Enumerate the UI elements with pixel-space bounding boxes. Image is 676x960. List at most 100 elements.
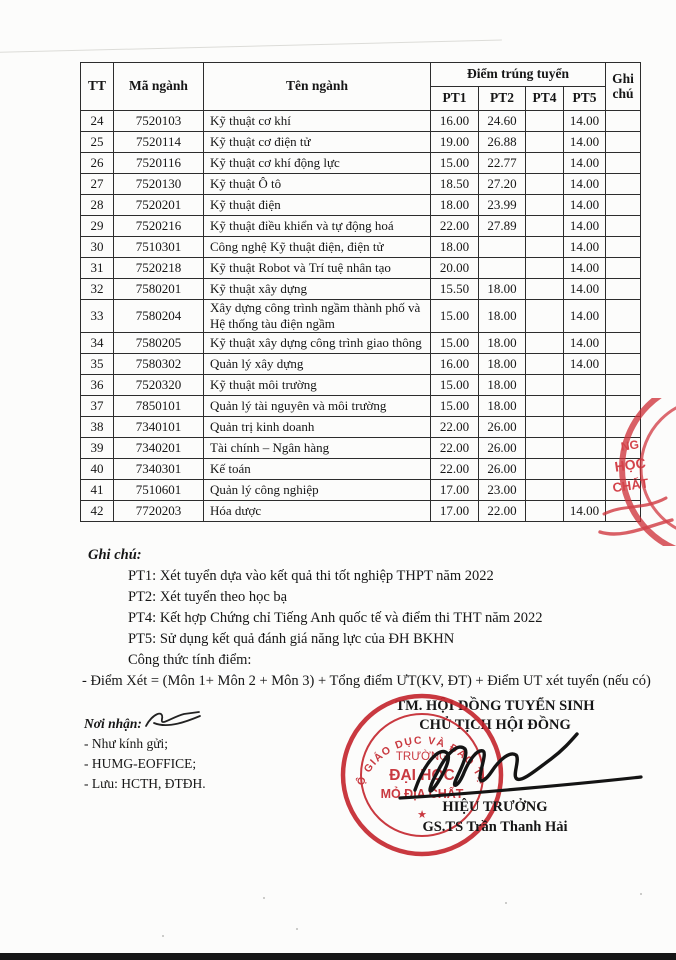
cell-major-name: Kỹ thuật xây dựng công trình giao thông (203, 331, 431, 354)
cell-tt: 36 (80, 373, 114, 396)
cell-note (605, 236, 641, 258)
header-pt5: PT5 (563, 86, 606, 111)
cell-note (605, 373, 641, 396)
cell-pt2: 26.00 (478, 457, 526, 480)
cell-tt: 34 (80, 331, 114, 354)
cell-major-code: 7520114 (113, 131, 204, 153)
scan-noise-dot (640, 893, 642, 895)
cell-pt5 (563, 373, 606, 396)
table-row: 42 7720203 Hóa dược 17.00 22.00 14.00 (80, 499, 641, 522)
cell-major-name: Kỹ thuật Ô tô (203, 173, 431, 195)
cell-pt1: 22.00 (430, 436, 479, 459)
edge-seal-fragment: HỌC (614, 455, 647, 475)
cell-note (605, 257, 641, 279)
cell-major-code: 7580204 (113, 299, 204, 333)
cell-major-name: Kỹ thuật Robot và Trí tuệ nhân tạo (203, 257, 431, 279)
stamp-star-icon: ★ (417, 809, 427, 821)
scan-noise-dot (263, 897, 265, 899)
cell-pt5: 14.00 (563, 215, 606, 237)
cell-major-name: Kỹ thuật xây dựng (203, 278, 431, 300)
table-row: 40 7340301 Kế toán 22.00 26.00 (80, 457, 641, 480)
cell-pt5: 14.00 (563, 331, 606, 354)
table-row: 36 7520320 Kỹ thuật môi trường 15.00 18.00 (80, 373, 641, 396)
cell-note (605, 173, 641, 195)
table-row: 35 7580302 Quản lý xây dựng 16.00 18.00 14.00 (80, 352, 641, 375)
note-line-pt1: PT1: Xét tuyển dựa vào kết quả thi tốt n… (128, 568, 494, 584)
cell-major-code: 7580201 (113, 278, 204, 300)
cell-pt4 (525, 131, 564, 153)
cell-pt2: 27.89 (478, 215, 526, 237)
cell-tt: 39 (80, 436, 114, 459)
table-header: TT Mã ngành Tên ngành Điểm trúng tuyển G… (80, 62, 641, 111)
cell-major-code: 7510301 (113, 236, 204, 258)
cell-tt: 28 (80, 194, 114, 216)
cell-pt1: 22.00 (430, 457, 479, 480)
cell-pt1: 18.00 (430, 194, 479, 216)
cell-pt1: 19.00 (430, 131, 479, 153)
edge-seal-inner-ring-icon (639, 406, 676, 530)
cell-pt1: 15.00 (430, 299, 479, 333)
table-row: 34 7580205 Kỹ thuật xây dựng công trình gi… (80, 331, 641, 354)
cell-pt2: 23.00 (478, 478, 526, 501)
red-pen-mark-icon (602, 496, 668, 516)
notes-heading: Ghi chú: (88, 547, 142, 563)
cell-note (605, 299, 641, 333)
cell-major-name: Kỹ thuật điện (203, 194, 431, 216)
cell-pt2: 22.77 (478, 152, 526, 174)
table-row: 25 7520114 Kỹ thuật cơ điện tử 19.00 26.88 14… (80, 131, 641, 153)
cell-pt4 (525, 373, 564, 396)
note-line-pt5: PT5: Sử dụng kết quả đánh giá năng lực c… (128, 631, 455, 647)
cell-note (605, 352, 641, 375)
cell-pt1: 16.00 (430, 352, 479, 375)
header-tt: TT (80, 62, 114, 111)
cell-major-name: Kỹ thuật cơ điện tử (203, 131, 431, 153)
cell-major-code: 7580302 (113, 352, 204, 375)
cell-tt: 25 (80, 131, 114, 153)
header-note: Ghi chú (605, 62, 641, 111)
cell-pt4 (525, 436, 564, 459)
cell-pt5: 14.00 (563, 152, 606, 174)
cell-tt: 35 (80, 352, 114, 375)
recipient-item: - Như kính gửi; (84, 736, 169, 751)
cell-pt4 (525, 299, 564, 333)
signature-heading-line2: CHỦ TỊCH HỘI ĐỒNG (419, 717, 571, 733)
page-edge-seal-stamp: NG HỌC CHẤT (598, 398, 676, 546)
table-row: 33 7580204 Xây dựng công trình ngầm thành … (80, 299, 641, 333)
signature-underline-icon (398, 775, 643, 800)
edge-seal-fragment: CHẤT (612, 475, 650, 495)
cell-tt: 42 (80, 499, 114, 522)
cell-pt2: 18.00 (478, 373, 526, 396)
cell-pt5: 14.00 (563, 257, 606, 279)
cell-note (605, 194, 641, 216)
cell-tt: 40 (80, 457, 114, 480)
table-row: 37 7850101 Quản lý tài nguyên và môi trườn… (80, 394, 641, 417)
red-pen-mark-icon (598, 518, 674, 536)
cell-tt: 41 (80, 478, 114, 501)
cell-pt4 (525, 457, 564, 480)
cell-pt5: 14.00 (563, 173, 606, 195)
note-line-formula-label: Công thức tính điểm: (128, 652, 252, 668)
score-formula: - Điểm Xét = (Môn 1+ Môn 2 + Môn 3) + Tổ… (82, 673, 651, 689)
table-row: 38 7340101 Quản trị kinh doanh 22.00 26.00 (80, 415, 641, 438)
cell-pt4 (525, 352, 564, 375)
cell-pt2: 24.60 (478, 110, 526, 132)
table-row: 31 7520218 Kỹ thuật Robot và Trí tuệ nhân … (80, 257, 641, 279)
signer-name: GS.TS Trần Thanh Hải (422, 819, 568, 835)
cell-major-code: 7510601 (113, 478, 204, 501)
cell-major-name: Kỹ thuật môi trường (203, 373, 431, 396)
cell-major-name: Xây dựng công trình ngầm thành phố và Hệ… (203, 299, 431, 333)
header-major-name: Tên ngành (203, 62, 431, 111)
scan-noise-dot (296, 928, 298, 930)
cell-pt1: 16.00 (430, 110, 479, 132)
table-row: 29 7520216 Kỹ thuật điều khiển và tự động … (80, 215, 641, 237)
cell-pt5: 14.00 (563, 352, 606, 375)
cell-pt4 (525, 415, 564, 438)
signer-title: HIỆU TRƯỞNG (442, 799, 548, 815)
cell-pt1: 22.00 (430, 215, 479, 237)
recipients-block: Nơi nhận: - Như kính gửi; - HUMG-EOFFICE… (84, 710, 206, 794)
cell-tt: 30 (80, 236, 114, 258)
cell-major-code: 7340101 (113, 415, 204, 438)
cell-pt2: 26.88 (478, 131, 526, 153)
cell-pt4 (525, 394, 564, 417)
